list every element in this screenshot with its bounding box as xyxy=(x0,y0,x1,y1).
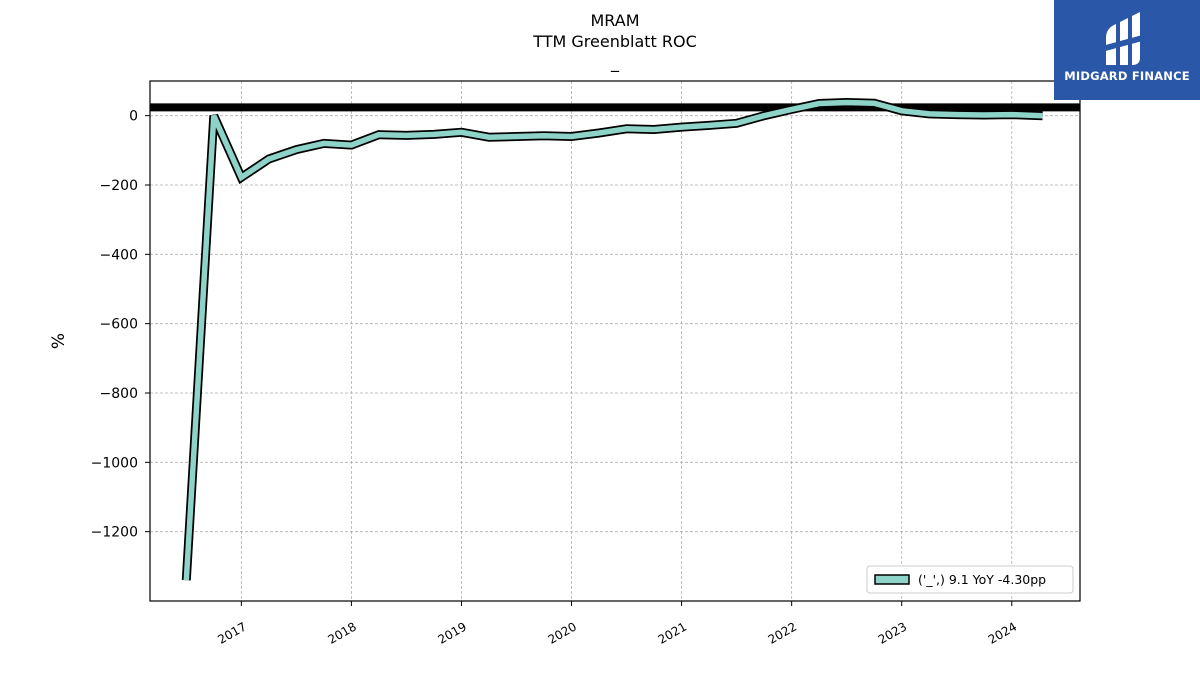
chart-titles: MRAM TTM Greenblatt ROC _ xyxy=(150,10,1080,73)
logo-text: MIDGARD FINANCE xyxy=(1064,69,1190,83)
y-tick-label: −600 xyxy=(100,317,138,333)
legend-swatch xyxy=(874,574,910,585)
y-axis-label: % xyxy=(49,333,69,349)
legend-box xyxy=(866,565,1074,594)
y-tick-label: −1000 xyxy=(91,455,138,471)
y-tick-label: 0 xyxy=(129,109,138,125)
x-tick-label: 2020 xyxy=(546,619,579,646)
midgard-logo-icon xyxy=(1102,12,1146,65)
chart-title: MRAM xyxy=(590,11,640,30)
x-tick-label: 2022 xyxy=(766,619,799,646)
legend-label: ('_',) 9.1 YoY -4.30pp xyxy=(918,572,1046,587)
x-tick-label: 2024 xyxy=(986,619,1019,646)
y-tick-label: −800 xyxy=(100,386,138,402)
y-tick-label: −200 xyxy=(100,178,138,194)
x-tick-label: 2021 xyxy=(656,619,689,646)
legend: ('_',) 9.1 YoY -4.30pp xyxy=(866,565,1074,594)
brand-logo: MIDGARD FINANCE xyxy=(1054,0,1200,100)
chart-subtitle: TTM Greenblatt ROC xyxy=(533,32,697,51)
grid-lines xyxy=(150,81,1080,601)
x-tick-label: 2018 xyxy=(325,619,358,646)
plot-frame xyxy=(149,80,1081,602)
x-tick-label: 2023 xyxy=(876,619,909,646)
x-tick-label: 2017 xyxy=(215,619,248,646)
series-line xyxy=(183,99,1043,581)
y-tick-label: −1200 xyxy=(91,525,138,541)
x-tick-label: 2019 xyxy=(436,619,469,646)
chart-subtitle-2: _ xyxy=(611,53,619,72)
y-tick-label: −400 xyxy=(100,247,138,263)
series-line-outline xyxy=(181,97,1043,581)
